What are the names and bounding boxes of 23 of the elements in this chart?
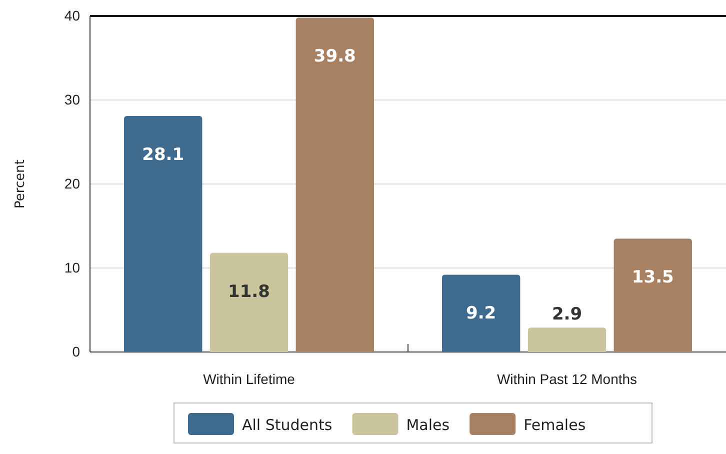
y-tick-label: 10 <box>64 259 80 276</box>
data-label: 28.1 <box>142 144 184 165</box>
bar <box>124 116 202 352</box>
y-tick-label: 0 <box>72 343 80 360</box>
data-label: 13.5 <box>632 268 674 288</box>
data-label: 9.2 <box>466 304 496 324</box>
bar <box>210 252 288 352</box>
data-label: 2.9 <box>552 304 582 325</box>
x-tick-label: Within Lifetime <box>203 370 296 387</box>
x-tick-label: Within Past 12 Months <box>496 370 638 387</box>
bar <box>614 238 692 352</box>
y-tick-label: 40 <box>64 7 80 24</box>
y-tick-label: 20 <box>64 175 80 192</box>
bar <box>442 274 520 352</box>
bar <box>528 328 606 352</box>
data-label: 39.8 <box>314 46 356 67</box>
bar <box>296 18 374 352</box>
legend-label: Females <box>524 416 586 434</box>
y-tick-label: 30 <box>64 91 80 108</box>
data-label: 11.8 <box>228 282 270 302</box>
legend-label: All Students <box>242 416 332 434</box>
y-axis-title: Percent <box>13 160 28 208</box>
legend-label: Males <box>406 416 450 434</box>
